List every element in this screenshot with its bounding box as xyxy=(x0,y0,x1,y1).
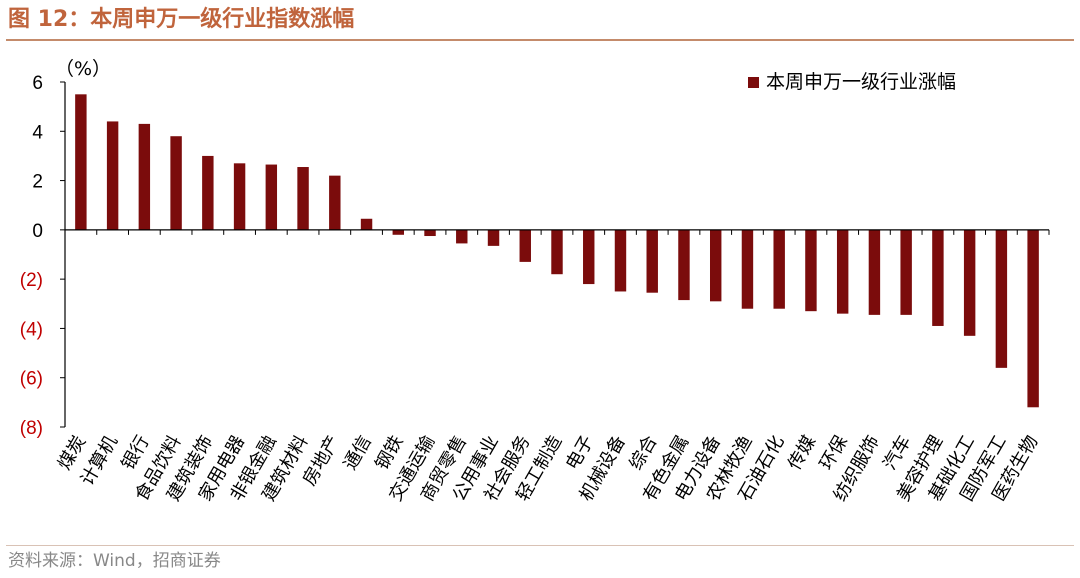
x-tick-label: 传媒 xyxy=(784,432,820,474)
y-tick-label: (6) xyxy=(20,369,43,390)
bar xyxy=(106,121,119,230)
bar xyxy=(646,229,658,293)
legend-swatch xyxy=(748,77,759,88)
y-axis-unit-label: （%） xyxy=(55,58,111,80)
y-tick-label: 6 xyxy=(32,73,43,94)
title-divider xyxy=(6,39,1074,41)
bar xyxy=(170,136,182,230)
source-note: 资料来源：Wind，招商证券 xyxy=(8,551,221,571)
bar xyxy=(297,167,309,230)
bar-chart: 6420(2)(4)(6)(8)煤炭计算机银行食品饮料建筑装饰家用电器非银金融建… xyxy=(20,58,1050,505)
bar xyxy=(392,229,405,235)
y-tick-label: 4 xyxy=(32,122,43,143)
y-tick-label: 0 xyxy=(32,221,43,242)
y-tick-label: (2) xyxy=(20,270,43,291)
footer-divider xyxy=(6,545,1074,546)
y-tick-label: (4) xyxy=(20,319,43,340)
bar xyxy=(519,229,531,262)
bar xyxy=(265,164,278,230)
bar xyxy=(329,175,341,230)
bar xyxy=(424,229,436,237)
bar xyxy=(202,155,214,230)
bar xyxy=(995,229,1008,368)
bar xyxy=(456,229,468,244)
x-tick-label: 通信 xyxy=(340,432,376,474)
bar xyxy=(805,229,817,312)
legend-label: 本周申万一级行业涨幅 xyxy=(766,71,956,93)
bar xyxy=(836,229,849,314)
bar xyxy=(233,163,246,230)
bar xyxy=(678,229,690,301)
bar xyxy=(614,229,627,292)
legend: 本周申万一级行业涨幅 xyxy=(748,71,956,93)
bar xyxy=(963,229,976,336)
bar xyxy=(583,229,595,285)
y-tick-label: (8) xyxy=(20,418,43,439)
bar xyxy=(487,229,500,246)
bar xyxy=(773,229,785,309)
bar xyxy=(551,229,563,275)
bar xyxy=(75,94,87,230)
figure-title: 图 12：本周申万一级行业指数涨幅 xyxy=(8,7,355,32)
y-tick-label: 2 xyxy=(32,172,43,193)
bar xyxy=(932,229,944,326)
bar xyxy=(1027,229,1039,408)
bar xyxy=(709,229,722,302)
bar xyxy=(741,229,754,309)
bar xyxy=(360,218,373,230)
bar xyxy=(900,229,912,315)
bar xyxy=(868,229,881,315)
bar xyxy=(138,123,151,230)
